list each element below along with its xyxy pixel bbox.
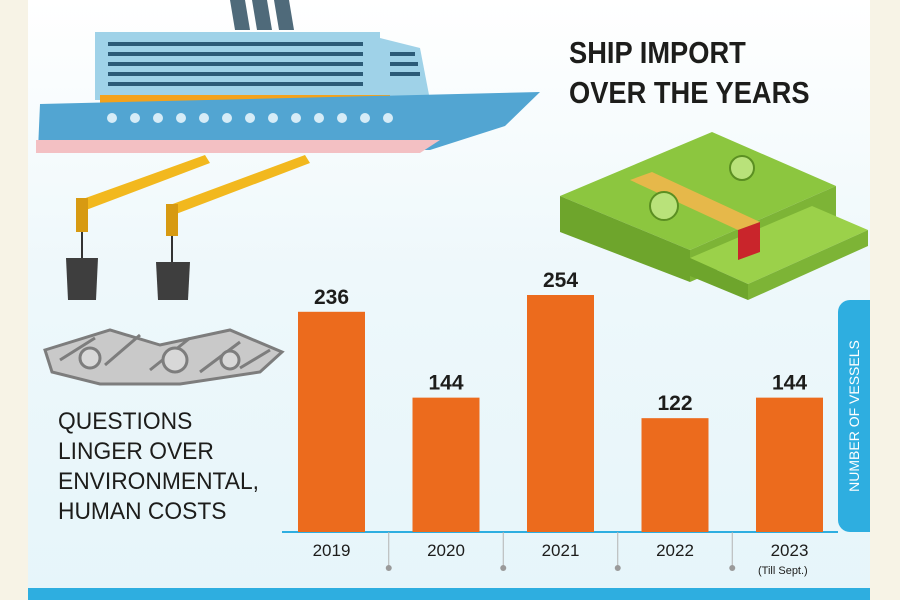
x-separator-dot [500, 565, 507, 571]
y-axis-label: NUMBER OF VESSELS [846, 340, 862, 492]
data-label-2020: 144 [428, 372, 463, 395]
money-stack-icon [560, 132, 868, 300]
subtitle-line-3: ENVIRONMENTAL, [58, 468, 260, 495]
x-separator-dot [614, 565, 621, 571]
data-label-2019: 236 [314, 286, 349, 309]
x-category-note: (Till Sept.) [758, 565, 808, 577]
subtitle: QUESTIONS LINGER OVER ENVIRONMENTAL, HUM… [58, 407, 259, 527]
subtitle-line-1: QUESTIONS [58, 408, 193, 435]
bar-2021 [527, 295, 594, 532]
x-separator-dot [385, 565, 392, 571]
bar-2019 [298, 311, 365, 532]
bottom-strip [28, 588, 870, 600]
cruise-ship-icon [36, 0, 540, 153]
title-line-2: OVER THE YEARS [569, 75, 810, 110]
data-label-2021: 254 [543, 269, 578, 292]
bar-chart: 236 2019 144 2020 254 2021 122 2022 144 2023 [298, 269, 823, 571]
bar-2020 [412, 397, 480, 532]
x-tick-label-2019: 2019 [313, 541, 351, 560]
crane-icon [66, 155, 310, 300]
subtitle-line-2: LINGER OVER [58, 438, 214, 465]
bar-2022 [641, 418, 709, 532]
data-label-2022: 122 [657, 392, 692, 415]
y-axis-label-box [838, 300, 870, 532]
x-tick-label-2023: 2023 [771, 541, 809, 560]
data-label-2023: 144 [772, 372, 807, 395]
x-tick-label-2021: 2021 [542, 541, 580, 560]
x-tick-label-2020: 2020 [427, 541, 465, 560]
subtitle-line-4: HUMAN COSTS [58, 498, 227, 525]
scrap-metal-icon [43, 328, 285, 386]
x-tick-label-2022: 2022 [656, 541, 694, 560]
x-separator-dot [729, 565, 736, 571]
title-line-1: SHIP IMPORT [569, 35, 746, 70]
chart-title: SHIP IMPORT OVER THE YEARS [569, 33, 810, 113]
bar-2023 [756, 397, 823, 532]
